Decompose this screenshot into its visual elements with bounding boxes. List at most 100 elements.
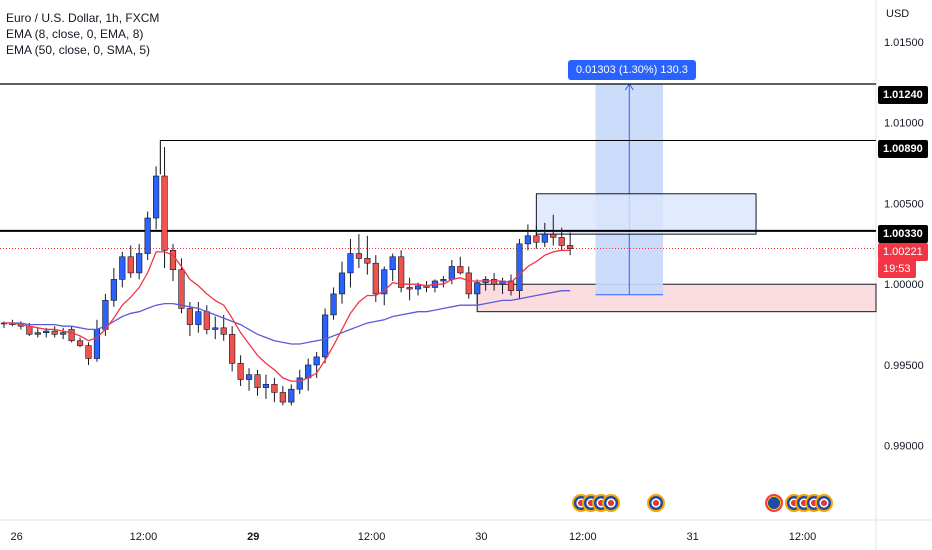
candle-body [355,253,363,259]
candle-body [296,377,303,390]
candle-body [474,282,481,295]
candle-body [389,256,396,270]
candle-body [93,329,101,359]
price-tag-level-top: 1.01240 [878,86,928,104]
candle-body [51,330,58,335]
candle-body [161,175,168,251]
price-tag-level-high: 1.00890 [878,140,928,158]
candle-body [288,388,295,403]
candle-body [271,384,278,393]
candle-body [110,279,117,301]
price-tag-last: 1.00221 [878,243,928,261]
candle-body [26,325,33,335]
x-tick-label: 30 [475,531,487,543]
candle-body [414,285,422,290]
candles [0,146,574,406]
candle-body [558,237,565,246]
y-tick-label: 1.00500 [884,198,924,210]
candle-body [516,243,523,291]
candle-body [186,308,194,325]
x-axis: 26 12:00 29 12:00 30 12:00 31 12:00 [11,531,817,543]
candle-body [212,327,219,330]
candle-body [567,245,574,249]
candle-body [245,374,253,380]
candle-body [457,266,464,274]
candle-body [330,293,337,316]
candle-body [237,363,244,380]
candle-body [203,311,210,330]
candle-body [43,330,50,333]
candle-body [153,175,160,219]
us-flag-icon[interactable] [602,494,620,512]
candle-body [372,262,379,295]
x-tick-label: 12:00 [358,531,386,543]
candle-body [60,332,67,335]
chart-legend: Euro / U.S. Dollar, 1h, FXCM EMA (8, clo… [6,10,159,58]
x-tick-label: 12:00 [789,531,817,543]
x-tick-label: 12:00 [569,531,597,543]
y-tick-label: 0.99500 [884,360,924,372]
measure-label: 0.01303 (1.30%) 130.3 [568,60,696,80]
zones [476,83,877,313]
candle-body [507,280,515,291]
legend-symbol[interactable]: Euro / U.S. Dollar, 1h, FXCM [6,11,160,25]
x-tick-label: 31 [687,531,699,543]
legend-ema-fast[interactable]: EMA (8, close, 0, EMA, 8) [6,27,144,41]
y-tick-label: 1.00000 [884,279,924,291]
candle-body [338,272,346,295]
candle-body [144,217,151,254]
candle-body [305,364,312,379]
candle-body [229,333,236,364]
price-tag-level-mid: 1.00330 [878,225,928,243]
candle-body [347,253,354,274]
candle-body [465,272,472,295]
candle-body [254,374,261,388]
ema-lines [4,249,571,382]
x-tick-label: 26 [11,531,23,543]
candle-body [448,266,455,280]
y-axis: 1.01500 1.01000 1.00500 1.00000 0.99500 0.990… [884,37,924,453]
eu-flag-icon[interactable] [765,494,783,512]
candle-body [34,332,41,335]
ema-slow-line [4,290,571,345]
y-tick-label: 0.99000 [884,441,924,453]
currency-label: USD [886,8,910,20]
candle-body [381,269,388,295]
candle-body [220,327,227,335]
x-tick-label: 29 [247,531,259,543]
price-tag-countdown: 19:53 [878,260,916,278]
y-tick-label: 1.01000 [884,118,924,130]
candle-body [119,256,126,280]
candle-body [524,235,531,245]
candle-body [541,233,548,243]
ema-fast-line [4,249,571,382]
candle-body [550,233,557,238]
candle-body [490,279,498,285]
x-tick-label: 12:00 [130,531,158,543]
us-flag-icon[interactable] [815,494,833,512]
candle-body [76,340,84,346]
candle-body [68,329,75,342]
candle-body [262,384,270,388]
candle-body [364,258,371,264]
candle-body [127,256,134,274]
candle-body [406,287,413,290]
demand-zone [476,283,877,313]
candle-body [195,311,202,325]
candle-body [136,253,143,274]
candle-body [440,279,447,282]
candle-body [321,314,329,358]
candle-body [169,250,177,270]
consolidation-box [535,193,757,235]
candle-body [398,256,405,288]
candle-body [533,235,540,243]
candle-body [85,345,92,359]
candle-body [313,356,320,366]
candle-body [178,269,185,309]
y-tick-label: 1.01500 [884,37,924,49]
us-flag-icon[interactable] [647,494,665,512]
legend-ema-slow[interactable]: EMA (50, close, 0, SMA, 5) [6,43,151,57]
candle-body [279,392,286,403]
